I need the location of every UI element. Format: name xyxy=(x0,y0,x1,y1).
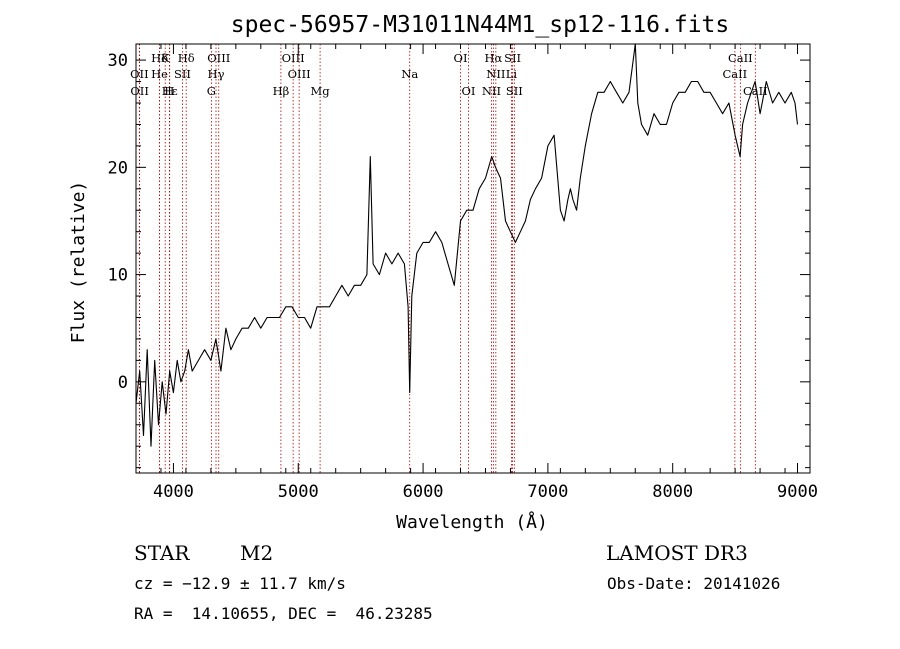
spectral-line-label: CaII xyxy=(722,67,747,81)
object-class: STAR xyxy=(134,541,190,565)
spectral-line-label: SII xyxy=(504,51,521,65)
axis-tick-labels: 4000 5000 6000 7000 8000 9000 0 10 20 30 xyxy=(108,51,818,502)
spectral-line-label: CaII xyxy=(743,84,768,98)
spectral-line-label: OII xyxy=(130,67,149,81)
x-axis-label: Wavelength (Å) xyxy=(396,511,548,533)
spectral-line-label: OI xyxy=(454,51,468,65)
obs-date-text: Obs-Date: 20141026 xyxy=(607,574,780,593)
spectral-line-label: Na xyxy=(401,67,418,81)
spectral-line-label: Hα xyxy=(484,51,502,65)
plot-frame xyxy=(135,43,811,474)
spectral-line-label: Hδ xyxy=(151,51,168,65)
x-tick-label: 4000 xyxy=(153,482,194,502)
spectral-line-label: Hγ xyxy=(208,67,225,81)
spectral-line-label: OIII xyxy=(288,67,311,81)
object-subclass: M2 xyxy=(240,541,273,565)
spectral-line-label: Hδ xyxy=(178,51,195,65)
y-axis-label: Flux (relative) xyxy=(68,181,89,344)
spectral-line-label: SII xyxy=(174,67,191,81)
spectral-line-label: H xyxy=(164,84,174,98)
axis-ticks xyxy=(135,44,811,473)
x-tick-label: 6000 xyxy=(403,482,444,502)
y-tick-label: 20 xyxy=(108,158,128,178)
spectral-line-label: He xyxy=(151,67,168,81)
x-tick-label: 7000 xyxy=(527,482,568,502)
x-tick-label: 9000 xyxy=(777,482,818,502)
spectral-line-label: Hε xyxy=(162,84,178,98)
spectral-line-label: CaII xyxy=(728,51,753,65)
coordinates-text: RA = 14.10655, DEC = 46.23285 xyxy=(134,604,433,623)
spectral-line-label: Li xyxy=(506,67,518,81)
spectral-line-label: OIII xyxy=(207,51,230,65)
spectrum-series xyxy=(135,43,799,447)
y-tick-label: 0 xyxy=(118,373,128,393)
spectral-line-label: K xyxy=(161,51,170,65)
chart-title: spec-56957-M31011N44M1_sp12-116.fits xyxy=(231,12,730,38)
spectral-line-label: OI xyxy=(462,84,476,98)
spectral-line-label: OII xyxy=(130,84,149,98)
spectral-line-label: OIII xyxy=(282,51,305,65)
survey-name: LAMOST DR3 xyxy=(606,541,748,565)
x-tick-label: 5000 xyxy=(278,482,319,502)
x-tick-label: 8000 xyxy=(652,482,693,502)
spectral-line-label: NII xyxy=(482,84,501,98)
spectral-line-label: NII xyxy=(486,67,505,81)
spectral-line-label: Mg xyxy=(311,84,331,98)
spectral-line-label: G xyxy=(207,84,216,98)
spectral-line-label: Hβ xyxy=(273,84,290,98)
spectral-line-markers xyxy=(138,44,756,473)
redshift-text: cz = −12.9 ± 11.7 km/s xyxy=(134,574,346,593)
y-tick-label: 30 xyxy=(108,51,128,71)
y-tick-label: 10 xyxy=(108,266,128,286)
spectral-line-label: SII xyxy=(506,84,523,98)
